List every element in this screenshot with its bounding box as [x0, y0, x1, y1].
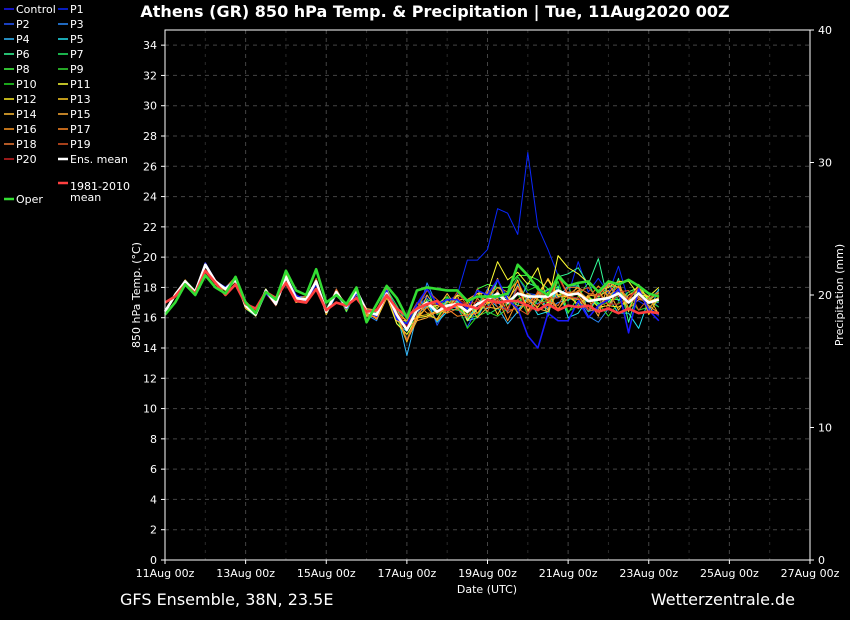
- y-axis-label: 850 hPa Temp. (°C): [130, 242, 143, 348]
- y-tick-label: 0: [150, 554, 157, 567]
- legend-label: P18: [16, 138, 37, 151]
- legend-label: P8: [16, 63, 30, 76]
- x-tick-label: 15Aug 00z: [297, 567, 356, 580]
- y-tick-label: 30: [143, 100, 157, 113]
- y-tick-label: 8: [150, 433, 157, 446]
- legend-label: P9: [70, 63, 84, 76]
- y2-axis-ticks: 0 10 20 30 40: [810, 24, 832, 567]
- legend-label: P12: [16, 93, 37, 106]
- y-tick-label: 24: [143, 191, 157, 204]
- legend-label: Ens. mean: [70, 153, 128, 166]
- legend-label: P15: [70, 108, 91, 121]
- legend-label: P10: [16, 78, 37, 91]
- x-tick-label: 13Aug 00z: [216, 567, 275, 580]
- legend-label: P4: [16, 33, 30, 46]
- legend-label: P20: [16, 153, 37, 166]
- x-tick-label: 21Aug 00z: [539, 567, 598, 580]
- y-tick-label: 22: [143, 221, 157, 234]
- y2-tick-label: 10: [818, 422, 832, 435]
- x-axis-label: Date (UTC): [457, 583, 517, 596]
- y-tick-label: 32: [143, 69, 157, 82]
- legend-label: P13: [70, 93, 91, 106]
- series-line-oper: [164, 263, 660, 324]
- legend-label: P14: [16, 108, 37, 121]
- x-tick-label: 25Aug 00z: [700, 567, 759, 580]
- legend-label-line1: 1981-2010: [70, 180, 130, 193]
- y-tick-label: 16: [143, 312, 157, 325]
- y-tick-label: 14: [143, 342, 157, 355]
- legend-label-line2: mean: [70, 191, 101, 204]
- footer-model-info: GFS Ensemble, 38N, 23.5E: [120, 590, 333, 609]
- legend-label: Oper: [16, 193, 43, 206]
- y2-tick-label: 20: [818, 289, 832, 302]
- legend-label: P1: [70, 3, 84, 16]
- legend-label: P2: [16, 18, 30, 31]
- legend-label: P19: [70, 138, 91, 151]
- y-tick-label: 20: [143, 251, 157, 264]
- y2-tick-label: 30: [818, 157, 832, 170]
- y2-tick-label: 0: [818, 554, 825, 567]
- x-tick-label: 19Aug 00z: [458, 567, 517, 580]
- x-tick-label: 17Aug 00z: [378, 567, 437, 580]
- y-tick-label: 28: [143, 130, 157, 143]
- legend-label: P6: [16, 48, 30, 61]
- y-tick-label: 12: [143, 372, 157, 385]
- footer-source: Wetterzentrale.de: [651, 590, 795, 609]
- grid: [164, 30, 811, 561]
- y-tick-label: 26: [143, 160, 157, 173]
- y-tick-label: 4: [150, 493, 157, 506]
- legend-label: P5: [70, 33, 84, 46]
- series-line-ens-mean: [163, 263, 660, 332]
- x-tick-label: 23Aug 00z: [619, 567, 678, 580]
- y-tick-label: 18: [143, 281, 157, 294]
- legend-label: P16: [16, 123, 37, 136]
- x-axis-ticks: 11Aug 00z 13Aug 00z 15Aug 00z 17Aug 00z 19Au…: [136, 560, 840, 580]
- chart-title: Athens (GR) 850 hPa Temp. & Precipitatio…: [140, 2, 729, 22]
- y-tick-label: 10: [143, 403, 157, 416]
- series-lines: [163, 152, 660, 357]
- x-tick-label: 11Aug 00z: [136, 567, 195, 580]
- legend-label: P17: [70, 123, 91, 136]
- legend-label: Control: [16, 3, 56, 16]
- legend-label: P11: [70, 78, 91, 91]
- y-tick-label: 34: [143, 39, 157, 52]
- y2-axis-label: Precipitation (mm): [833, 244, 846, 346]
- y-tick-label: 6: [150, 463, 157, 476]
- legend-label: P7: [70, 48, 84, 61]
- x-tick-label: 27Aug 00z: [781, 567, 840, 580]
- y2-tick-label: 40: [818, 24, 832, 37]
- y-tick-label: 2: [150, 524, 157, 537]
- legend: Control P2 P4 P6 P8 P10 P12 P14 P16 P18 P20 P1 P3 P5 P…: [4, 3, 130, 206]
- legend-label: P3: [70, 18, 84, 31]
